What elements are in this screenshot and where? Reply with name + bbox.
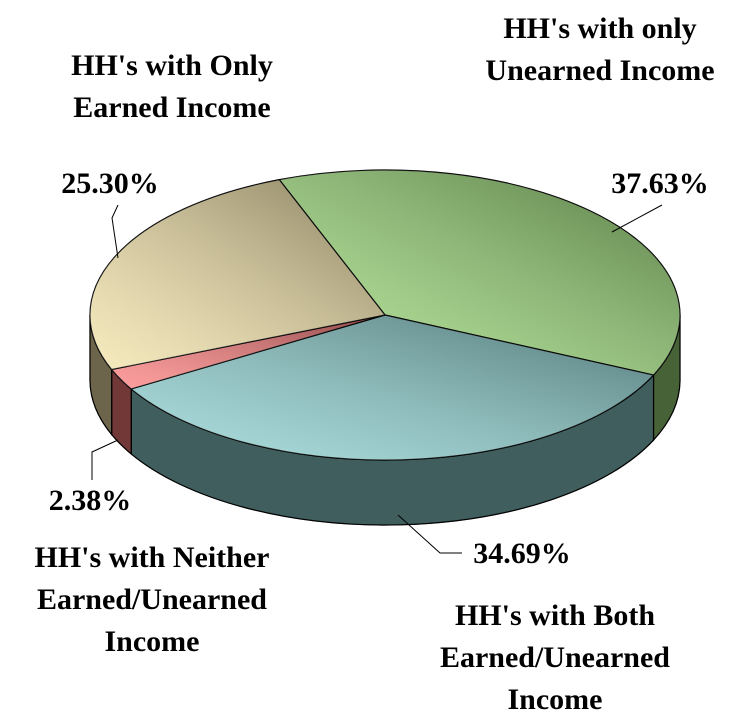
value-label: 37.63%: [611, 167, 709, 200]
value-label: 25.30%: [61, 167, 159, 200]
leader-line: [611, 204, 663, 233]
value-label: 2.38%: [48, 484, 132, 517]
category-label: HH's with Both Earned/Unearned Income: [439, 599, 670, 716]
category-label: HH's with Only Earned Income: [71, 49, 273, 124]
value-label: 34.69%: [473, 537, 571, 570]
category-label: HH's with Neither Earned/Unearned Income: [34, 541, 270, 658]
leader-line: [397, 514, 462, 554]
slice-shade: [279, 170, 680, 376]
slice-shade: [111, 315, 386, 389]
category-label: HH's with only Unearned Income: [485, 12, 715, 87]
slice-shade: [90, 179, 386, 370]
leader-line: [91, 439, 119, 480]
leader-line: [111, 204, 119, 259]
